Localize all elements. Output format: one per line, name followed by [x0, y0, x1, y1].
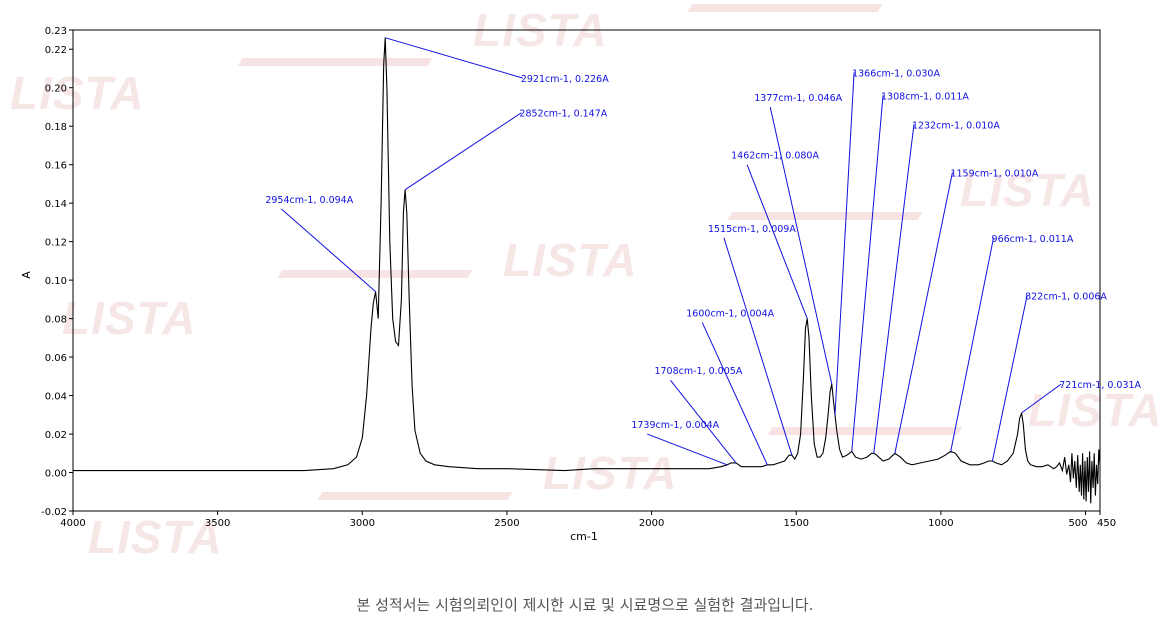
peak-label: 1515cm-1, 0.009A: [708, 224, 796, 235]
y-tick-label: 0.23: [45, 26, 67, 37]
peak-label: 1739cm-1, 0.004A: [631, 420, 719, 431]
x-tick-label: 2500: [494, 518, 519, 529]
x-axis-label: cm-1: [570, 530, 598, 543]
peak-label: 2954cm-1, 0.094A: [265, 195, 353, 206]
peak-label: 1377cm-1, 0.046A: [754, 93, 842, 104]
peak-label: 2921cm-1, 0.226A: [521, 74, 609, 85]
lista-watermark: LISTA: [1028, 384, 1163, 436]
x-axis: 4000 3500 3000 2500 2000 1500 1000 500 450: [60, 511, 1116, 529]
y-tick-label: 0.22: [45, 45, 67, 56]
peak-label: 1366cm-1, 0.030A: [852, 68, 940, 79]
lista-watermark: LISTA: [503, 234, 638, 286]
y-tick-label: 0.04: [45, 392, 67, 403]
y-axis: 0.23 0.22 0.20 0.18 0.16 0.14 0.12 0.10 0.08 0.06…: [41, 26, 73, 518]
y-tick-label: 0.06: [45, 353, 67, 364]
annotation-leader-line: [1021, 383, 1062, 414]
lista-watermark: LISTA: [960, 164, 1095, 216]
y-tick-label: 0.08: [45, 315, 67, 326]
annotation-leader-line: [670, 379, 737, 464]
annotation-leader-line: [873, 124, 915, 454]
x-tick-label: 3000: [350, 518, 375, 529]
peak-label: 1708cm-1, 0.005A: [654, 366, 742, 377]
annotation-leader-line: [385, 37, 523, 79]
annotation-leader-line: [894, 172, 953, 454]
annotation-leader-line: [950, 237, 995, 452]
y-tick-label: 0.00: [45, 469, 67, 480]
report-footer-note: 본 성적서는 시험의뢰인이 제시한 시료 및 시료명으로 실험한 결과입니다.: [356, 596, 814, 614]
peak-label: 966cm-1, 0.011A: [992, 234, 1074, 245]
annotation-leader-line: [851, 95, 884, 452]
x-tick-label: 1000: [928, 518, 953, 529]
spectrum-line: [73, 37, 1101, 504]
annotation-leader-line: [834, 72, 855, 415]
peak-label: 1308cm-1, 0.011A: [881, 91, 969, 102]
annotation-leader-line: [991, 295, 1028, 462]
y-tick-label: 0.20: [45, 84, 67, 95]
y-tick-label: 0.16: [45, 161, 67, 172]
annotation-leader-line: [701, 322, 768, 466]
annotation-leader-line: [723, 237, 793, 456]
lista-watermark: LISTA: [62, 292, 197, 344]
y-axis-label: A: [20, 271, 33, 279]
y-tick-label: -0.02: [41, 507, 67, 518]
y-tick-label: 0.10: [45, 276, 67, 287]
lista-watermark: LISTA: [10, 67, 145, 119]
lista-watermark: LISTA: [88, 511, 223, 563]
peak-label: 822cm-1, 0.006A: [1025, 292, 1107, 303]
peak-label: 1232cm-1, 0.010A: [912, 120, 1000, 131]
peak-label: 721cm-1, 0.031A: [1059, 380, 1141, 391]
x-tick-label: 1500: [784, 518, 809, 529]
y-tick-label: 0.02: [45, 430, 67, 441]
x-tick-label: 500: [1068, 518, 1087, 529]
peak-label: 1159cm-1, 0.010A: [950, 168, 1038, 179]
lista-watermark: LISTA: [543, 447, 678, 499]
peak-label: 1600cm-1, 0.004A: [686, 308, 774, 319]
annotation-leader-line: [647, 433, 728, 466]
annotation-leader-line: [404, 112, 522, 191]
x-tick-label: 2000: [639, 518, 664, 529]
y-tick-label: 0.14: [45, 199, 67, 210]
peak-label: 1462cm-1, 0.080A: [731, 151, 819, 162]
y-tick-label: 0.12: [45, 238, 67, 249]
annotation-leader-line: [280, 208, 376, 293]
annotation-leader-line: [746, 164, 808, 319]
y-tick-label: 0.18: [45, 122, 67, 133]
plot-area-frame: [72, 29, 1101, 512]
ir-spectrum-chart: 0.23 0.22 0.20 0.18 0.16 0.14 0.12 0.10 0.08 0.06…: [20, 26, 1142, 543]
x-tick-label: 4000: [60, 518, 85, 529]
x-tick-label: 450: [1097, 518, 1116, 529]
peak-label: 2852cm-1, 0.147A: [519, 109, 607, 120]
peak-annotations: 2954cm-1, 0.094A 2921cm-1, 0.226A 2852cm-1…: [265, 37, 1142, 466]
x-tick-label: 3500: [205, 518, 230, 529]
annotation-leader-line: [769, 106, 833, 385]
